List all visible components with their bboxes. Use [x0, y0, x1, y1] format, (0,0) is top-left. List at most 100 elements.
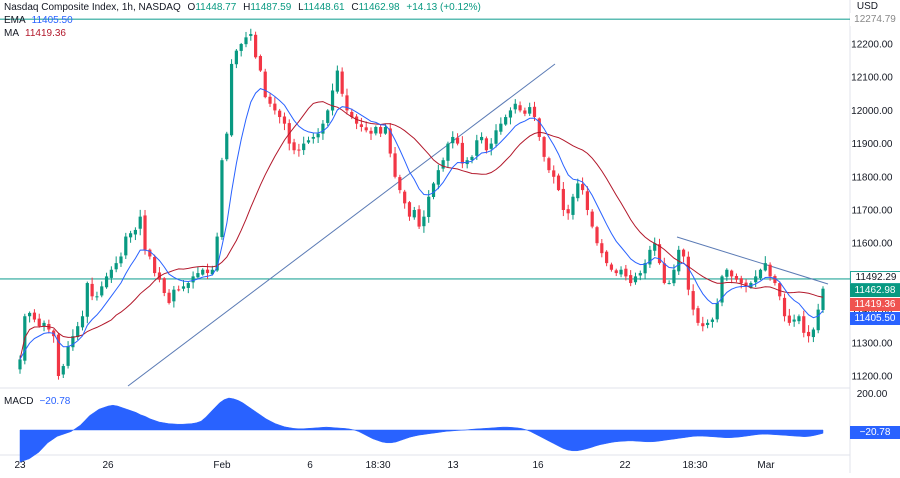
time-tick-label: 22 — [619, 460, 631, 471]
candle-body — [580, 184, 585, 191]
candle-body — [633, 276, 638, 283]
time-tick-label: 23 — [14, 460, 26, 471]
candle-body — [614, 270, 618, 274]
price-tick-label: 11700.00 — [852, 206, 893, 217]
ohlc-low: 11448.61 — [303, 2, 345, 13]
candle-body — [32, 312, 37, 320]
candle-body — [306, 140, 311, 143]
price-tick-label: 11800.00 — [852, 172, 893, 183]
candle-body — [499, 123, 503, 132]
candle-body — [696, 308, 700, 323]
candle-body — [249, 34, 253, 36]
time-tick-label: 13 — [447, 460, 459, 471]
candle-body — [220, 160, 224, 238]
candle-body — [282, 116, 287, 124]
ohlc-change: +14.13 (+0.12%) — [406, 2, 481, 13]
candle-body — [278, 110, 282, 118]
ema-value: 11405.50 — [31, 15, 73, 26]
candle-body — [624, 268, 628, 277]
time-tick-label: 18:30 — [682, 460, 707, 471]
candle-body — [263, 71, 267, 98]
candle-body — [128, 233, 133, 238]
candle-body — [95, 296, 99, 298]
trendline-rising — [127, 63, 556, 387]
candle-body — [302, 143, 306, 151]
ma-label: MA — [4, 28, 19, 39]
ohlc-close: 11462.98 — [358, 2, 400, 13]
candle-body — [585, 191, 589, 210]
candle-body — [629, 275, 633, 284]
candle-body — [590, 211, 594, 227]
candle-body — [258, 56, 263, 71]
candle-body — [797, 316, 801, 322]
candle-body — [811, 329, 815, 338]
candle-body — [311, 136, 315, 139]
legend-ema[interactable]: EMA 11405.50 — [4, 14, 73, 27]
candle-body — [730, 270, 734, 277]
candle-body — [412, 210, 416, 218]
macd-label: MACD — [4, 396, 34, 407]
candle-body — [76, 326, 80, 338]
candle-body — [18, 359, 22, 370]
candle-body — [379, 127, 383, 134]
candle-body — [802, 316, 806, 333]
candle-body — [138, 216, 142, 229]
candle-body — [489, 143, 493, 149]
candle-body — [556, 175, 561, 191]
candle-body — [662, 263, 666, 284]
candle-body — [350, 111, 354, 118]
candle-body — [109, 269, 113, 278]
candle-body — [114, 263, 118, 270]
candle-body — [143, 215, 147, 250]
candle-body — [104, 276, 109, 288]
candle-body — [446, 143, 450, 161]
candle-body — [403, 191, 407, 204]
candle-body — [80, 316, 85, 328]
candle-body — [316, 133, 320, 138]
price-tick-label: 11200.00 — [852, 372, 893, 383]
candle-body — [71, 336, 75, 348]
symbol-title: Nasdaq Composite Index, 1h, NASDAQ — [4, 2, 181, 13]
candle-body — [725, 269, 729, 277]
trendline-falling — [676, 236, 829, 285]
candle-body — [321, 123, 325, 134]
ma-value: 11419.36 — [25, 28, 66, 39]
candle-body — [441, 160, 445, 169]
candle-body — [552, 170, 556, 177]
price-tick-label: 11600.00 — [852, 239, 893, 250]
candle-body — [28, 312, 32, 317]
price-tick-label: 11900.00 — [852, 139, 893, 150]
legend-ma[interactable]: MA 11419.36 — [4, 27, 66, 40]
candle-body — [528, 107, 532, 114]
candle-body — [330, 90, 335, 111]
candle-body — [537, 118, 541, 137]
candle-body — [37, 318, 41, 327]
time-tick-label: 16 — [532, 460, 544, 471]
current-price-label: 11462.98 — [850, 284, 900, 297]
candle-body — [691, 291, 695, 310]
ema-price-label: 11405.50 — [850, 312, 900, 325]
top-line-price-label: 12274.79 — [850, 13, 900, 26]
candle-body — [470, 156, 474, 160]
time-tick-label: 18:30 — [365, 460, 390, 471]
candle-body — [494, 130, 498, 144]
candle-body — [504, 117, 508, 125]
candle-body — [85, 283, 89, 317]
macd-area — [19, 397, 824, 463]
candle-body — [326, 110, 330, 123]
candle-body — [701, 323, 705, 327]
candle-body — [816, 309, 820, 331]
currency-label: USD — [856, 1, 878, 12]
candle-body — [354, 116, 359, 124]
legend-macd[interactable]: MACD −20.78 — [4, 395, 70, 408]
candle-body — [480, 136, 484, 141]
candle-body — [292, 142, 296, 151]
ohlc-open: 11448.77 — [195, 2, 237, 13]
candle-body — [177, 289, 181, 291]
candle-body — [239, 44, 243, 51]
candle-body — [215, 236, 219, 271]
candle-body — [595, 227, 599, 244]
time-tick-label: 6 — [307, 460, 313, 471]
